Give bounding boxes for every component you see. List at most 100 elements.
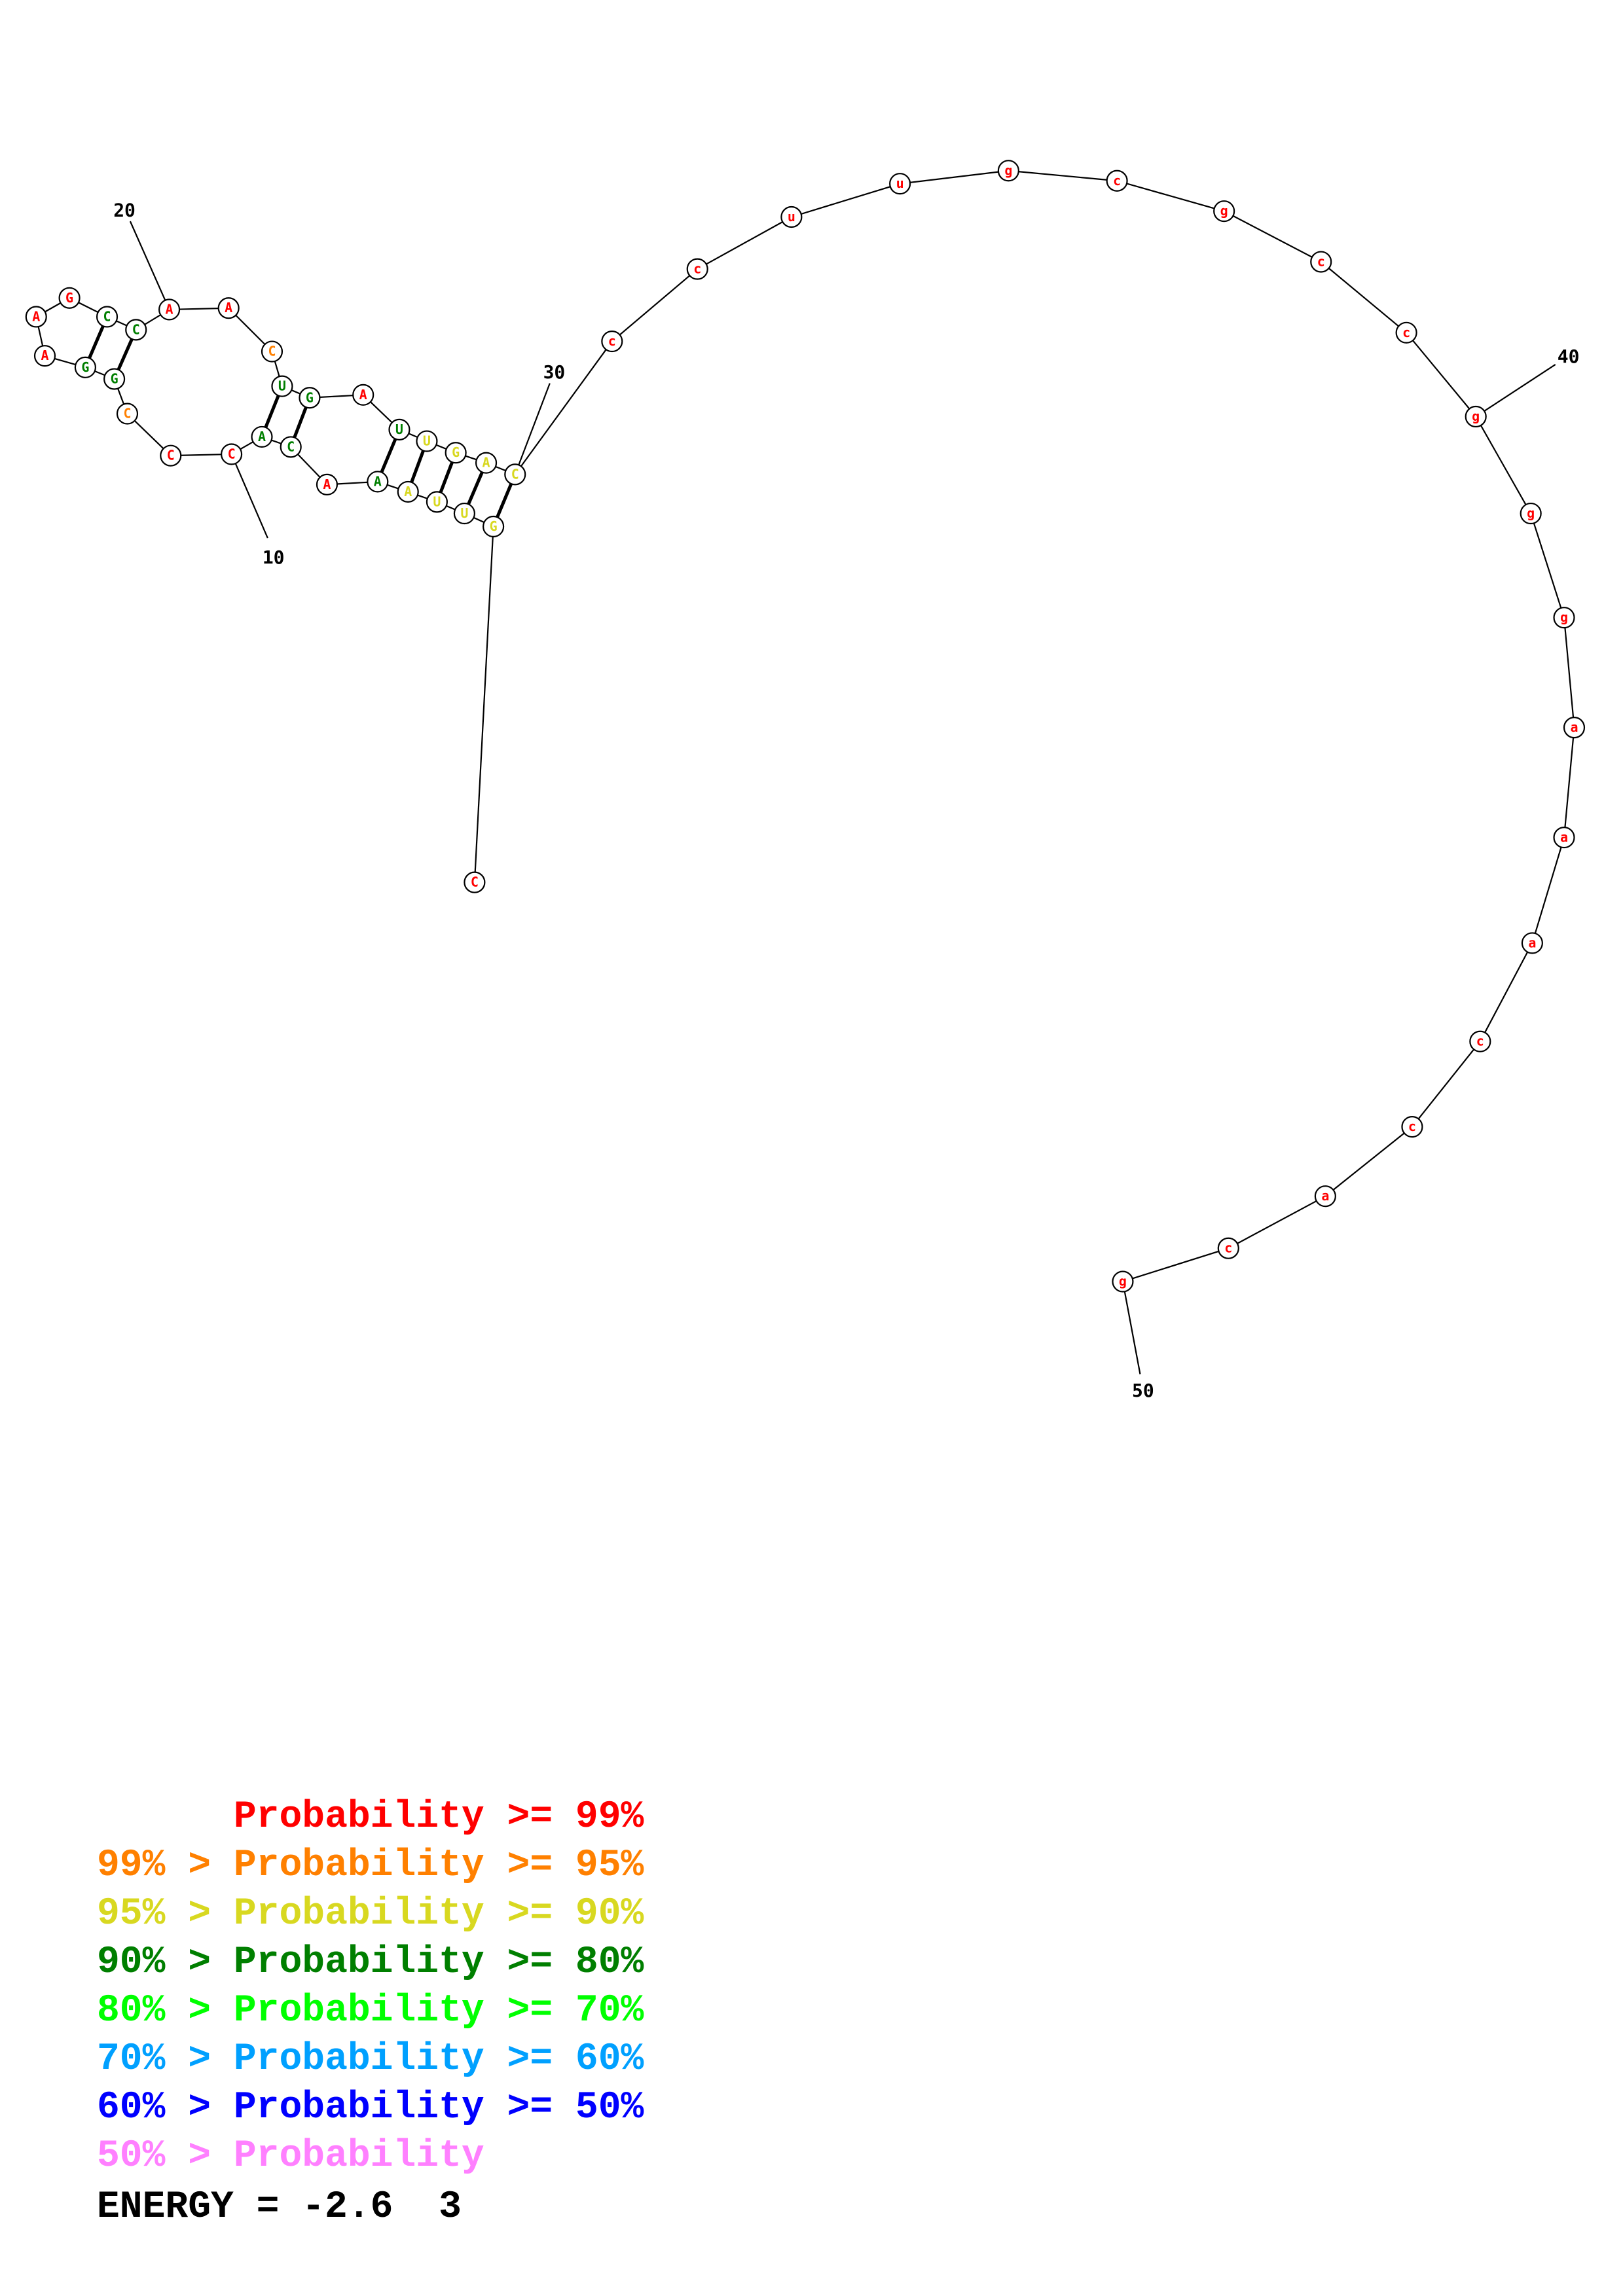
tick-label: 30: [543, 361, 566, 383]
nucleotide-13: G: [103, 368, 126, 390]
nucleotide-letter: C: [471, 874, 479, 890]
nucleotide-43: a: [1563, 717, 1586, 739]
nucleotide-letter: G: [452, 444, 460, 460]
legend-row: 60% > Probability >= 50%: [97, 2084, 644, 2132]
nucleotide-letter: A: [258, 429, 266, 444]
nucleotide-41: g: [1520, 502, 1542, 525]
nucleotide-letter: U: [278, 378, 286, 394]
tick-label: 20: [113, 200, 136, 221]
legend-prefix: 70% >: [97, 2038, 234, 2081]
nucleotide-15: A: [33, 345, 56, 367]
tick-line: [230, 454, 268, 539]
nucleotide-letter: u: [788, 209, 795, 224]
nucleotide-letter: g: [1119, 1274, 1127, 1289]
backbone-segment: [1563, 617, 1575, 728]
nucleotide-letter: C: [123, 406, 131, 422]
nucleotide-letter: A: [374, 473, 382, 489]
nucleotide-circle: [445, 442, 467, 464]
backbone-segment: [1530, 513, 1565, 619]
nucleotide-circle: [1520, 502, 1542, 525]
nucleotide-letter: U: [460, 505, 468, 521]
nucleotide-16: A: [25, 306, 47, 328]
nucleotide-circle: [280, 436, 302, 458]
nucleotide-letter: c: [608, 333, 616, 349]
nucleotide-circle: [316, 473, 338, 495]
backbone-segment: [514, 340, 613, 475]
nucleotide-letter: A: [323, 476, 331, 492]
nucleotide-circle: [1106, 170, 1128, 192]
nucleotide-letter: U: [423, 433, 431, 449]
tick-label: 40: [1558, 346, 1580, 367]
nucleotide-19: C: [125, 319, 147, 341]
backbone-segment: [1412, 1041, 1481, 1128]
nucleotide-circle: [1310, 251, 1332, 273]
nucleotide-letter: a: [1560, 829, 1568, 845]
legend-text: Probability >= 90%: [233, 1893, 644, 1935]
backbone-segment: [1531, 837, 1565, 944]
legend-row: 80% > Probability >= 70%: [97, 1987, 644, 2036]
nucleotide-5: A: [397, 480, 419, 503]
nucleotide-circle: [96, 306, 119, 328]
nucleotide-letter: A: [32, 308, 40, 324]
legend-row: 90% > Probability >= 80%: [97, 1939, 644, 1987]
nucleotide-letter: c: [1317, 254, 1325, 270]
nucleotide-letter: g: [1220, 203, 1228, 219]
nucleotide-circle: [25, 306, 47, 328]
backbone-lines: [35, 170, 1575, 1283]
tick-line: [1122, 1281, 1141, 1374]
nucleotide-letter: C: [132, 321, 140, 337]
nucleotide-letter: C: [228, 446, 236, 461]
legend-text: Probability >= 99%: [233, 1796, 644, 1839]
nucleotide-9: A: [251, 425, 273, 448]
nucleotide-circle: [74, 356, 96, 378]
nucleotide-circle: [889, 173, 911, 195]
nucleotide-letter: a: [1321, 1188, 1329, 1204]
nucleotide-circle: [221, 443, 243, 465]
nucleotide-26: U: [388, 418, 410, 440]
nucleotide-circle: [686, 258, 708, 280]
backbone-segment: [791, 183, 900, 218]
legend-row: 95% > Probability >= 90%: [97, 1890, 644, 1939]
nucleotide-50: g: [1112, 1270, 1134, 1293]
nucleotide-circle: [397, 480, 419, 503]
nucleotide-letter: C: [268, 344, 276, 359]
backbone-segment: [1321, 261, 1407, 334]
nucleotide-circle: [217, 297, 240, 319]
base-pair-bond: [410, 450, 425, 483]
nucleotide-49: c: [1217, 1237, 1239, 1259]
nucleotide-letter: c: [693, 261, 701, 277]
backbone-segment: [1406, 332, 1477, 418]
nucleotide-39: c: [1395, 321, 1417, 344]
base-pair-bond: [293, 406, 308, 439]
nucleotide-circle: [103, 368, 126, 390]
nucleotide-circle: [1112, 1270, 1134, 1293]
backbone-segment: [900, 170, 1009, 185]
nucleotide-circle: [160, 444, 182, 467]
backbone-segment: [1224, 210, 1322, 262]
base-pair-bond: [88, 325, 105, 359]
nucleotide-46: c: [1469, 1030, 1491, 1052]
nucleotide-11: C: [160, 444, 182, 467]
backbone-segment: [1479, 942, 1533, 1042]
backbone-segment: [611, 268, 698, 342]
nucleotide-35: g: [997, 160, 1019, 182]
nucleotide-circle: [1217, 1237, 1239, 1259]
nucleotide-circle: [367, 471, 389, 493]
nucleotide-10: C: [221, 443, 243, 465]
nucleotide-letter: A: [359, 387, 367, 403]
backbone-segment: [473, 526, 494, 883]
nucleotide-circle: [116, 403, 139, 425]
nucleotide-37: g: [1213, 200, 1235, 223]
nucleotide-circle: [475, 452, 498, 474]
tick-label: 50: [1132, 1380, 1154, 1401]
nucleotide-letter: u: [896, 175, 904, 191]
nucleotide-circle: [158, 298, 181, 321]
nucleotide-circle: [58, 287, 81, 309]
nucleotide-letter: a: [1570, 719, 1578, 735]
base-pair-bond: [380, 438, 397, 473]
nucleotide-letter: c: [1476, 1033, 1484, 1049]
nucleotide-letter: c: [1402, 325, 1410, 340]
nucleotide-44: a: [1553, 827, 1575, 849]
nucleotide-letter: g: [1472, 408, 1480, 424]
